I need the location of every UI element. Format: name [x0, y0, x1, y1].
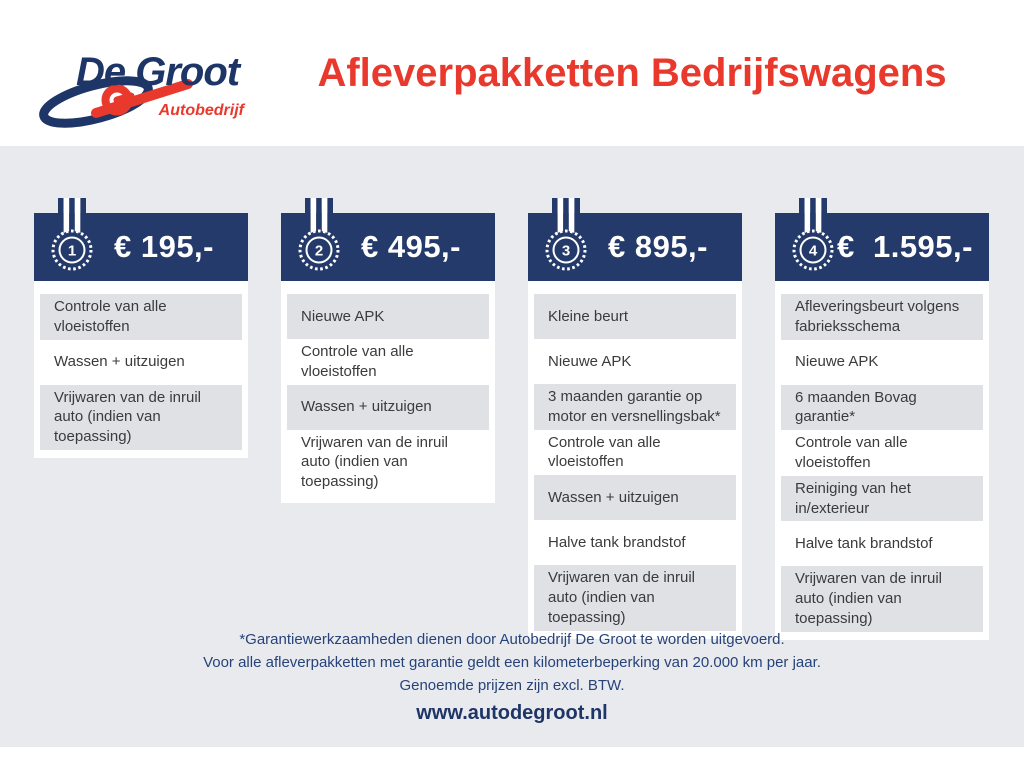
package-feature-item: Wassen + uitzuigen — [54, 353, 185, 371]
svg-text:1: 1 — [68, 243, 76, 260]
logo-name: De Groot — [76, 50, 240, 94]
medal-icon: 3 — [545, 198, 587, 271]
package-card-3: 3 € 895,- Kleine beurt Nieuwe APK 3 maande… — [528, 198, 742, 639]
footer-note-line: Voor alle afleverpakketten met garantie … — [203, 654, 821, 671]
header: De Groot Autobedrijf Afleverpakketten Be… — [0, 0, 1024, 146]
medal-icon: 2 — [298, 198, 340, 271]
package-feature-item: 3 maanden garantie op motor en versnelli… — [534, 384, 736, 430]
package-header: 1 € 195,- — [34, 198, 248, 281]
package-feature-item: Vrijwaren van de inruil auto (indien van… — [534, 565, 736, 631]
package-feature-item: Nieuwe APK — [795, 353, 879, 371]
packages-board: 1 € 195,- Controle van alle vloeistoffen… — [0, 146, 1024, 747]
package-feature-item: Vrijwaren van de inruil auto (indien van… — [781, 566, 983, 632]
package-card-1: 1 € 195,- Controle van alle vloeistoffen… — [34, 198, 248, 458]
package-price: € 895,- — [607, 229, 708, 264]
degroot-logo: De Groot Autobedrijf — [36, 46, 246, 138]
package-features: Controle van alle vloeistoffen Wassen + u… — [34, 281, 248, 458]
package-feature-item: 6 maanden Bovag garantie* — [781, 384, 983, 431]
package-feature-item: Afleveringsbeurt volgens fabrieksschema — [781, 294, 983, 340]
package-feature-item: Controle van alle vloeistoffen — [301, 343, 414, 380]
package-feature-item: Vrijwaren van de inruil auto (indien van… — [40, 384, 242, 450]
package-feature-item: Nieuwe APK — [548, 352, 632, 370]
package-features: Afleveringsbeurt volgens fabrieksschema N… — [775, 281, 989, 640]
package-price: € 195,- — [113, 229, 214, 264]
footer-note-line: *Garantiewerkzaamheden dienen door Autob… — [239, 631, 785, 648]
packages-row: 1 € 195,- Controle van alle vloeistoffen… — [34, 198, 990, 640]
package-feature-item: Vrijwaren van de inruil auto (indien van… — [301, 433, 449, 491]
svg-text:3: 3 — [562, 243, 570, 260]
package-header: 4 € 1.595,- — [775, 198, 989, 281]
package-header: 3 € 895,- — [528, 198, 742, 281]
footer-notes: *Garantiewerkzaamheden dienen door Autob… — [0, 628, 1024, 697]
package-features: Kleine beurt Nieuwe APK 3 maanden garantie… — [528, 281, 742, 639]
package-feature-item: Wassen + uitzuigen — [287, 384, 489, 430]
package-feature-item: Kleine beurt — [534, 294, 736, 339]
package-feature-item: Controle van alle vloeistoffen — [548, 433, 661, 471]
footer-note-line: Genoemde prijzen zijn excl. BTW. — [399, 677, 625, 694]
package-feature-item: Wassen + uitzuigen — [534, 475, 736, 521]
website-link[interactable]: www.autodegroot.nl — [416, 702, 608, 724]
package-feature-item: Controle van alle vloeistoffen — [795, 434, 908, 471]
package-feature-item: Controle van alle vloeistoffen — [40, 294, 242, 340]
package-feature-item: Halve tank brandstof — [548, 533, 686, 551]
degroot-logo-icon — [39, 76, 193, 128]
package-header: 2 € 495,- — [281, 198, 495, 281]
package-feature-item: Nieuwe APK — [287, 294, 489, 339]
package-feature-item: Halve tank brandstof — [795, 534, 933, 552]
package-card-4: 4 € 1.595,- Afleveringsbeurt volgens fab… — [775, 198, 989, 640]
package-card-2: 2 € 495,- Nieuwe APK Controle van alle vl… — [281, 198, 495, 503]
svg-text:2: 2 — [315, 243, 323, 260]
page-title: Afleverpakketten Bedrijfswagens — [317, 50, 947, 95]
package-feature-item: Reiniging van het in/exterieur — [781, 475, 983, 522]
logo-subtitle: Autobedrijf — [158, 102, 244, 119]
package-price: € 1.595,- — [837, 229, 973, 264]
package-price: € 495,- — [360, 229, 461, 264]
svg-text:4: 4 — [809, 243, 818, 260]
medal-icon: 4 — [792, 198, 834, 271]
medal-icon: 1 — [51, 198, 93, 271]
package-features: Nieuwe APK Controle van alle vloeistoffen… — [281, 281, 495, 503]
